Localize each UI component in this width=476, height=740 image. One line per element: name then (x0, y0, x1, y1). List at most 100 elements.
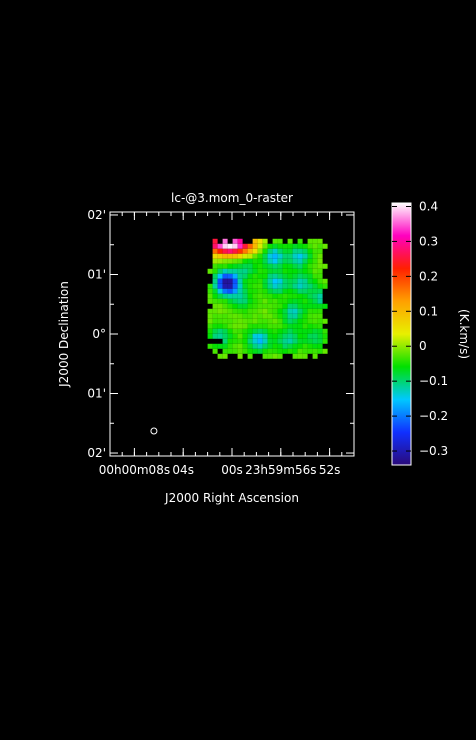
heatmap-cell (313, 334, 318, 339)
heatmap-cell (288, 319, 293, 324)
heatmap-cell (318, 319, 323, 324)
heatmap-cell (288, 339, 293, 344)
heatmap-cell (263, 269, 268, 274)
heatmap-cell (213, 344, 218, 349)
heatmap-cell (233, 284, 238, 289)
heatmap-cell (308, 314, 313, 319)
heatmap-cell (298, 289, 303, 294)
heatmap-cell (288, 294, 293, 299)
heatmap-cell (283, 254, 288, 259)
heatmap-cell (218, 249, 223, 254)
heatmap-cell (313, 349, 318, 354)
heatmap-cell (288, 329, 293, 334)
heatmap-cell (273, 239, 278, 244)
heatmap-cell (278, 289, 283, 294)
heatmap-cell (228, 319, 233, 324)
heatmap-cell (223, 324, 228, 329)
heatmap-cell (308, 254, 313, 259)
heatmap-cell (223, 244, 228, 249)
heatmap-cell (243, 339, 248, 344)
heatmap-cell (323, 284, 328, 289)
heatmap-cell (288, 299, 293, 304)
heatmap-cell (248, 244, 253, 249)
heatmap-cell (223, 259, 228, 264)
heatmap-cell (268, 244, 273, 249)
heatmap-cell (258, 349, 263, 354)
heatmap-cell (303, 344, 308, 349)
heatmap-cell (318, 324, 323, 329)
heatmap-cell (258, 324, 263, 329)
heatmap-cell (263, 244, 268, 249)
heatmap-cell (278, 319, 283, 324)
heatmap-cell (213, 244, 218, 249)
heatmap-cell (213, 324, 218, 329)
heatmap-cell (273, 319, 278, 324)
heatmap-cell (288, 304, 293, 309)
heatmap-cell (313, 304, 318, 309)
heatmap-cell (288, 244, 293, 249)
heatmap-cell (278, 279, 283, 284)
heatmap-cell (248, 344, 253, 349)
heatmap-cell (233, 254, 238, 259)
heatmap-cell (223, 329, 228, 334)
heatmap-cell (288, 239, 293, 244)
heatmap-cell (273, 309, 278, 314)
heatmap-cell (228, 284, 233, 289)
heatmap-cell (298, 239, 303, 244)
heatmap-cell (213, 279, 218, 284)
heatmap-cell (213, 274, 218, 279)
heatmap-cell (258, 259, 263, 264)
y-tick-label: 01' (87, 267, 106, 281)
heatmap-cell (313, 244, 318, 249)
heatmap-cell (263, 279, 268, 284)
heatmap-cell (258, 294, 263, 299)
heatmap-cell (243, 289, 248, 294)
heatmap-cell (213, 334, 218, 339)
heatmap-cell (318, 239, 323, 244)
heatmap-cell (238, 244, 243, 249)
heatmap-cell (298, 254, 303, 259)
heatmap-cell (248, 304, 253, 309)
heatmap-cell (253, 304, 258, 309)
heatmap-cell (233, 319, 238, 324)
heatmap-cell (288, 259, 293, 264)
heatmap-cell (253, 309, 258, 314)
heatmap-cell (218, 324, 223, 329)
heatmap-cell (313, 269, 318, 274)
heatmap-cell (253, 324, 258, 329)
heatmap-cell (248, 339, 253, 344)
heatmap-cell (303, 284, 308, 289)
heatmap-cell (233, 244, 238, 249)
heatmap-cell (303, 249, 308, 254)
heatmap-cell (253, 279, 258, 284)
heatmap-cell (323, 264, 328, 269)
heatmap-cell (293, 349, 298, 354)
heatmap-cell (258, 314, 263, 319)
heatmap-cell (278, 254, 283, 259)
heatmap-cell (233, 329, 238, 334)
heatmap-cell (313, 289, 318, 294)
heatmap-cell (233, 289, 238, 294)
heatmap-cell (318, 334, 323, 339)
heatmap-cell (273, 244, 278, 249)
heatmap-cell (233, 294, 238, 299)
heatmap-cell (268, 354, 273, 359)
heatmap-cell (318, 329, 323, 334)
heatmap-cell (283, 264, 288, 269)
heatmap-cell (303, 254, 308, 259)
heatmap-cell (308, 344, 313, 349)
heatmap-cell (288, 249, 293, 254)
heatmap-cell (273, 274, 278, 279)
heatmap-cell (298, 294, 303, 299)
heatmap-cell (308, 249, 313, 254)
heatmap-cell (323, 244, 328, 249)
heatmap-cell (308, 259, 313, 264)
heatmap-cell (283, 244, 288, 249)
heatmap-cell (288, 314, 293, 319)
heatmap-cell (298, 259, 303, 264)
heatmap-cell (298, 354, 303, 359)
heatmap-cell (278, 259, 283, 264)
heatmap-cell (218, 314, 223, 319)
heatmap-cell (278, 354, 283, 359)
heatmap-cell (208, 284, 213, 289)
